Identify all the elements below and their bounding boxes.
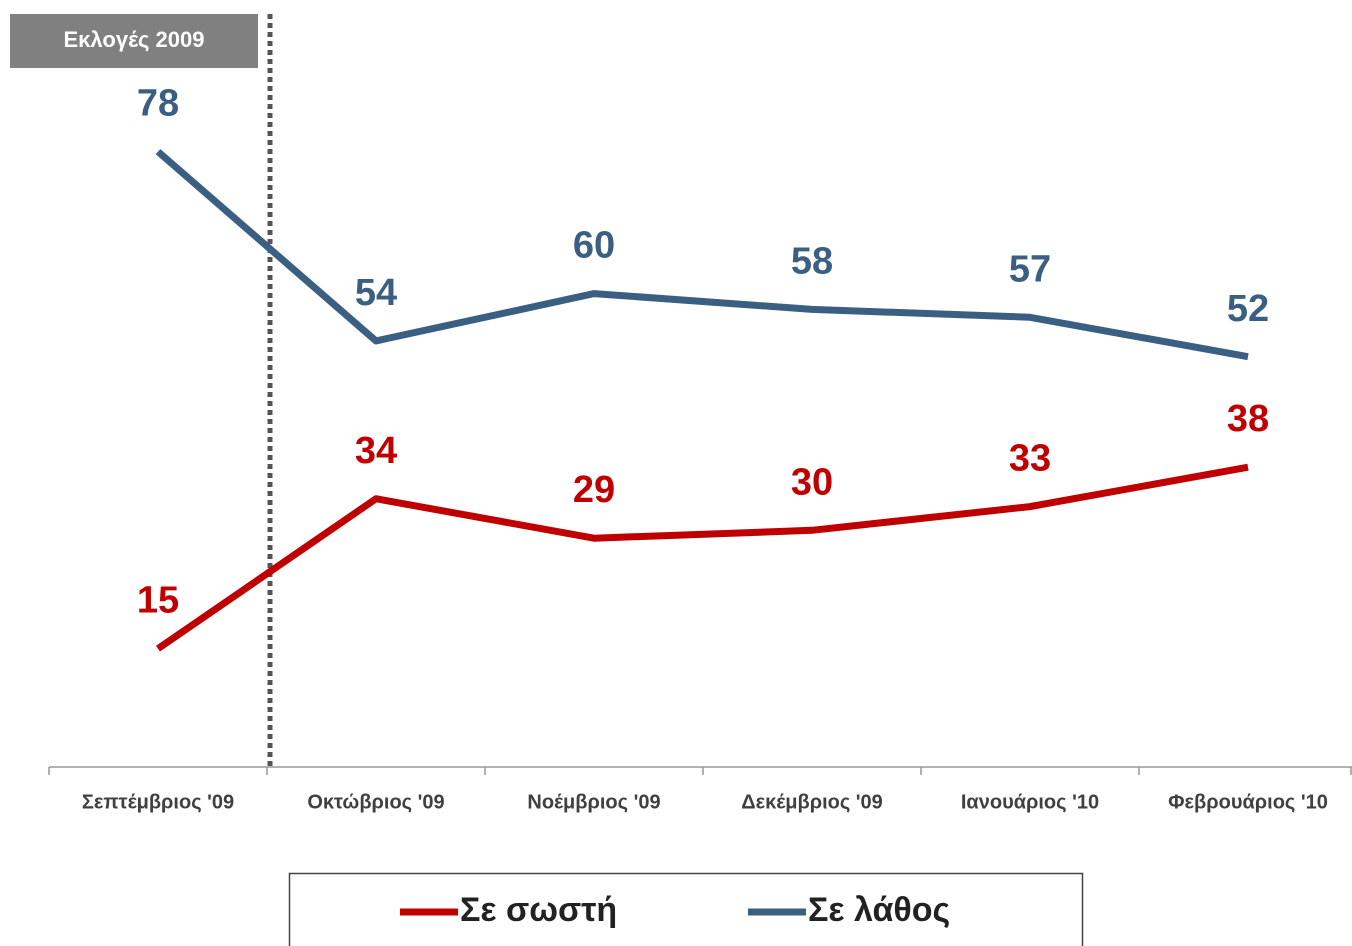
data-label: 78 [137,83,179,125]
data-label: 58 [791,240,833,282]
data-label: 57 [1009,248,1051,290]
annotation-box [10,14,258,68]
x-tick-label: Νοέμβριος '09 [527,791,660,813]
x-tick-label: Ιανουάριος '10 [961,791,1099,813]
annotation: Εκλογές 2009 [63,27,204,52]
data-label: 30 [791,461,833,503]
series-line [155,148,1249,361]
x-tick-label: Δεκέμβριος '09 [741,791,883,813]
data-label: 54 [355,272,397,314]
series-line [156,463,1249,652]
data-label: 33 [1009,438,1051,480]
x-tick-label: Οκτώβριος '09 [307,791,444,813]
x-tick-label: Σεπτέμβριος '09 [82,791,234,813]
legend-label: Σε λάθος [808,891,950,929]
data-label: 15 [137,580,179,622]
data-label: 29 [573,469,615,511]
legend-label: Σε σωστή [460,891,617,929]
data-label: 38 [1227,398,1269,440]
x-tick-label: Φεβρουάριος '10 [1168,791,1328,813]
data-label: 52 [1227,288,1269,330]
data-label: 34 [355,430,397,472]
data-label: 60 [573,225,615,267]
